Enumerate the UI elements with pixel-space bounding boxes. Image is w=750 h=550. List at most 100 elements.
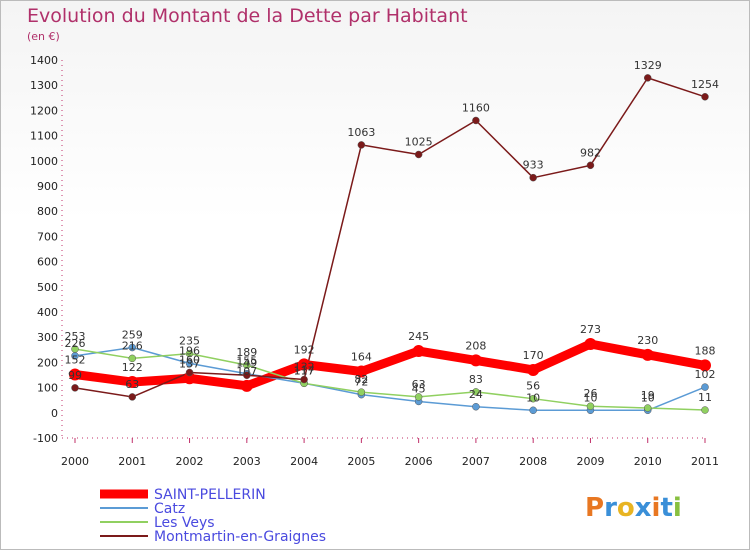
data-label-montmartin-en-graignes: 933 <box>523 159 544 172</box>
data-label-montmartin-en-graignes: 1160 <box>462 101 490 114</box>
data-label-les-veys: 63 <box>412 378 426 391</box>
data-label-catz: 117 <box>294 364 315 377</box>
y-tick-label: 400 <box>37 306 58 319</box>
legend-label: Montmartin-en-Graignes <box>154 529 326 545</box>
data-label-les-veys: 216 <box>122 339 143 352</box>
data-label-saint-pellerin: 137 <box>179 357 200 370</box>
legend-label: Catz <box>154 501 185 517</box>
y-tick-label: 1100 <box>30 130 58 143</box>
data-label-les-veys: 189 <box>236 346 257 359</box>
data-label-saint-pellerin: 170 <box>523 349 544 362</box>
data-point-montmartin-en-graignes <box>414 150 423 159</box>
chart-title: Evolution du Montant de la Dette par Hab… <box>27 5 468 27</box>
data-point-saint-pellerin <box>641 348 654 361</box>
data-point-saint-pellerin <box>298 358 311 371</box>
data-point-montmartin-en-graignes <box>357 141 366 149</box>
data-label-catz: 10 <box>526 391 540 404</box>
data-point-les-veys <box>643 404 652 412</box>
data-point-les-veys <box>414 393 423 401</box>
series-line-catz <box>74 346 706 412</box>
y-tick-label: 200 <box>37 356 58 369</box>
x-tick-label: 2004 <box>290 455 318 468</box>
data-point-saint-pellerin <box>240 379 253 392</box>
data-point-montmartin-en-graignes <box>185 368 194 377</box>
x-tick-label: 2009 <box>576 455 604 468</box>
y-tick-label: 1300 <box>30 79 58 92</box>
data-label-catz: 155 <box>236 355 257 368</box>
chart-subtitle: (en €) <box>27 30 60 43</box>
data-point-saint-pellerin <box>527 363 540 376</box>
data-label-saint-pellerin: 273 <box>580 323 601 336</box>
data-label-les-veys: 235 <box>179 335 200 348</box>
data-point-les-veys <box>71 345 79 353</box>
data-label-montmartin-en-graignes: 63 <box>125 378 139 391</box>
data-point-les-veys <box>243 361 251 369</box>
data-point-montmartin-en-graignes <box>586 161 595 170</box>
data-point-montmartin-en-graignes <box>71 384 79 392</box>
data-label-montmartin-en-graignes: 1063 <box>347 126 375 139</box>
x-tick-label: 2000 <box>61 455 89 468</box>
data-label-montmartin-en-graignes: 132 <box>294 361 315 374</box>
data-label-catz: 102 <box>695 368 716 381</box>
legend-label: SAINT-PELLERIN <box>154 487 266 503</box>
data-label-saint-pellerin: 208 <box>465 339 486 352</box>
data-point-saint-pellerin <box>412 345 425 358</box>
data-point-montmartin-en-graignes <box>300 375 308 384</box>
y-tick-label: 700 <box>37 230 58 243</box>
data-point-montmartin-en-graignes <box>643 74 652 82</box>
data-label-catz: 72 <box>354 376 368 389</box>
data-label-les-veys: 117 <box>294 364 315 377</box>
data-point-montmartin-en-graignes <box>472 116 480 125</box>
data-label-montmartin-en-graignes: 149 <box>236 356 257 369</box>
data-point-les-veys <box>128 354 137 363</box>
data-label-catz: 226 <box>65 337 86 350</box>
data-label-catz: 24 <box>469 388 483 401</box>
data-point-saint-pellerin <box>584 338 597 351</box>
data-label-les-veys: 253 <box>65 330 86 343</box>
data-point-les-veys <box>701 406 709 414</box>
data-point-saint-pellerin <box>69 368 81 381</box>
data-point-les-veys <box>185 349 194 358</box>
x-tick-label: 2005 <box>347 455 375 468</box>
proxiti-logo: Proxiti <box>585 493 682 523</box>
data-label-les-veys: 82 <box>354 373 368 386</box>
y-tick-label: 1400 <box>30 54 58 67</box>
data-point-saint-pellerin <box>126 376 139 389</box>
series-line-les-veys <box>74 348 706 411</box>
legend-label: Les Veys <box>154 515 215 531</box>
data-point-montmartin-en-graignes <box>243 371 251 380</box>
data-point-montmartin-en-graignes <box>128 393 137 401</box>
data-point-les-veys <box>529 394 537 403</box>
data-point-catz <box>472 403 480 411</box>
data-point-saint-pellerin <box>183 372 196 385</box>
data-point-saint-pellerin <box>355 365 368 378</box>
data-point-les-veys <box>586 402 595 410</box>
data-label-saint-pellerin: 164 <box>351 350 372 363</box>
data-point-saint-pellerin <box>699 359 711 372</box>
data-point-catz <box>128 343 137 352</box>
data-label-les-veys: 19 <box>641 389 655 402</box>
data-label-catz: 259 <box>122 329 143 342</box>
data-label-catz: 45 <box>412 382 426 395</box>
data-label-montmartin-en-graignes: 1025 <box>405 136 433 149</box>
data-label-saint-pellerin: 122 <box>122 361 143 374</box>
y-tick-label: 300 <box>37 331 58 344</box>
data-point-montmartin-en-graignes <box>529 173 537 182</box>
data-point-saint-pellerin <box>469 354 482 367</box>
data-point-catz <box>701 383 709 391</box>
x-tick-label: 2011 <box>691 455 719 468</box>
y-tick-label: 800 <box>37 205 58 218</box>
data-label-saint-pellerin: 192 <box>294 343 315 356</box>
data-label-montmartin-en-graignes: 1329 <box>634 59 662 72</box>
data-point-catz <box>185 359 194 368</box>
data-label-catz: 196 <box>179 344 200 357</box>
x-tick-label: 2007 <box>462 455 490 468</box>
data-label-saint-pellerin: 152 <box>65 353 86 366</box>
series-line-saint-pellerin <box>70 339 710 391</box>
y-tick-label: 1000 <box>30 155 58 168</box>
data-label-les-veys: 26 <box>583 387 597 400</box>
data-point-catz <box>529 406 537 415</box>
x-tick-label: 2003 <box>233 455 261 468</box>
